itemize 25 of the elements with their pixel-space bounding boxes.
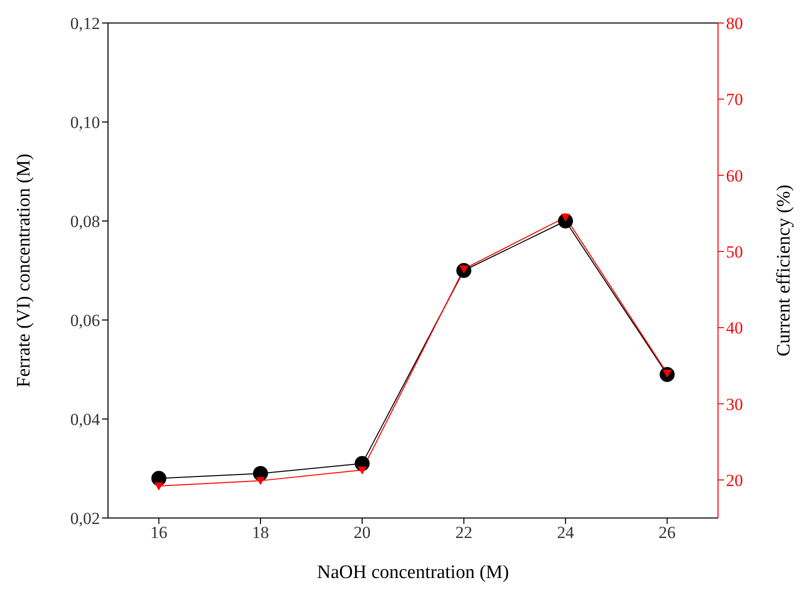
y-tick-label: 0,02 bbox=[70, 509, 100, 528]
point bbox=[154, 482, 164, 491]
y2-tick-label: 40 bbox=[726, 318, 743, 338]
y-tick-label: 0,08 bbox=[70, 212, 100, 232]
x-tick-label: 16 bbox=[150, 523, 168, 542]
x-tick-label: 20 bbox=[354, 523, 371, 542]
x-tick-label: 26 bbox=[658, 523, 676, 542]
y2-axis-title: Current efficiency (%) bbox=[774, 184, 795, 356]
y2-tick-label: 20 bbox=[726, 470, 743, 490]
y-tick-label: 0,06 bbox=[70, 311, 100, 330]
y2-tick-label: 30 bbox=[726, 394, 743, 414]
y2-tick-label: 50 bbox=[726, 242, 743, 262]
y-axis-title: Ferrate (VI) concentration (M) bbox=[14, 154, 35, 388]
x-tick-label: 22 bbox=[455, 523, 472, 542]
point bbox=[358, 466, 367, 475]
x-tick-label: 18 bbox=[252, 523, 269, 542]
point bbox=[256, 477, 265, 486]
x-tick-label: 24 bbox=[557, 523, 574, 542]
y2-tick-label: 80 bbox=[726, 14, 743, 34]
y-tick-label: 0,10 bbox=[70, 113, 100, 132]
x-axis-title: NaOH concentration (M) bbox=[316, 562, 510, 583]
y2-tick-label: 70 bbox=[726, 90, 743, 110]
y2-tick-label: 60 bbox=[726, 166, 743, 186]
y-tick-label: 0,04 bbox=[70, 410, 100, 430]
y-tick-label: 0,12 bbox=[70, 14, 100, 34]
